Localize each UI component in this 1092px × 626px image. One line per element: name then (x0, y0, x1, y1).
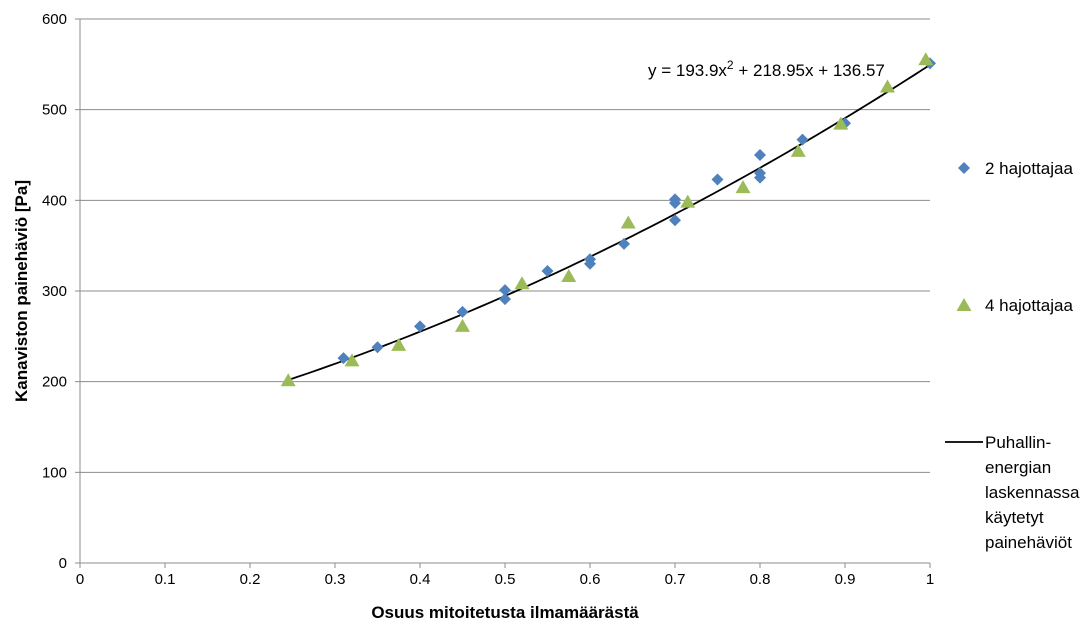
y-tick-label: 600 (42, 11, 67, 28)
data-point-diamond (541, 265, 554, 278)
x-tick-label: 0.1 (155, 571, 176, 588)
legend-triangle-marker (956, 298, 972, 311)
data-point-diamond (754, 171, 766, 184)
legend-item-4-hajottajaa: 4 hajottajaa (956, 296, 1073, 315)
x-tick-label: 0.4 (410, 571, 431, 588)
data-point-triangle (680, 194, 696, 208)
data-point-triangle (455, 318, 470, 332)
equation-prefix: y = 193.9x (648, 61, 727, 80)
x-tick-label: 0.8 (750, 571, 771, 588)
legend-label-line-2: energian (985, 458, 1051, 477)
data-point-triangle (344, 353, 360, 367)
data-point-diamond (414, 320, 426, 333)
y-tick-labels: 0 100 200 300 400 500 600 (42, 11, 67, 572)
x-tick-label: 0.5 (495, 571, 516, 588)
data-point-triangle (280, 373, 296, 387)
y-tick-label: 100 (42, 464, 67, 481)
y-tick-label: 0 (59, 555, 67, 572)
legend-label-line-3: laskennassa (985, 483, 1080, 502)
x-tick-label: 0.9 (835, 571, 856, 588)
data-point-diamond (456, 305, 469, 318)
legend-item-trendline: Puhallin- energian laskennassa käytetyt … (945, 433, 1080, 552)
series-4-hajottajaa (280, 52, 934, 387)
equation-exponent: 2 (727, 58, 734, 72)
x-tick-label: 0.6 (580, 571, 601, 588)
y-tick-label: 300 (42, 283, 67, 300)
data-point-diamond (337, 352, 350, 365)
y-axis-title: Kanaviston painehäviö [Pa] (12, 180, 31, 402)
axes (75, 18, 931, 568)
trendline-equation: y = 193.9x2 + 218.95x + 136.57 (648, 58, 885, 80)
data-point-triangle (620, 215, 636, 229)
data-point-diamond (669, 214, 681, 227)
x-tick-labels: 0 0.1 0.2 0.3 0.4 0.5 0.6 0.7 0.8 0.9 1 (76, 571, 934, 588)
legend-label-line-4: käytetyt (985, 508, 1044, 527)
data-point-diamond (499, 293, 511, 306)
y-tick-label: 200 (42, 374, 67, 391)
data-point-triangle (790, 143, 806, 157)
x-tick-label: 1 (926, 571, 934, 588)
x-tick-label: 0.3 (325, 571, 346, 588)
data-point-diamond (669, 197, 681, 210)
y-tick-label: 500 (42, 102, 67, 119)
data-point-diamond (371, 341, 384, 354)
legend-item-2-hajottajaa: 2 hajottajaa (958, 159, 1073, 178)
data-point-diamond (796, 133, 809, 146)
legend-diamond-marker (958, 162, 970, 174)
data-point-triangle (833, 116, 849, 130)
data-point-diamond (584, 257, 596, 270)
x-tick-label: 0.7 (665, 571, 686, 588)
data-point-diamond (618, 237, 630, 250)
x-tick-label: 0 (76, 571, 84, 588)
data-point-diamond (754, 149, 766, 161)
legend-label-line-1: Puhallin- (985, 433, 1051, 452)
data-point-triangle (918, 52, 934, 66)
data-point-triangle (514, 276, 530, 290)
legend-label-line-5: painehäviöt (985, 533, 1072, 552)
grid-lines (80, 18, 930, 473)
x-tick-label: 0.2 (240, 571, 261, 588)
data-point-diamond (499, 284, 511, 297)
trendline (287, 64, 931, 381)
data-point-triangle (880, 79, 895, 93)
y-tick-label: 400 (42, 192, 67, 209)
data-point-diamond (711, 173, 724, 186)
legend-label-2-hajottajaa: 2 hajottajaa (985, 159, 1073, 178)
data-point-triangle (735, 180, 751, 194)
legend: 2 hajottajaa 4 hajottajaa Puhallin- ener… (945, 159, 1080, 552)
equation-suffix: + 218.95x + 136.57 (734, 61, 885, 80)
series-2-hajottajaa (337, 57, 936, 365)
data-point-triangle (391, 337, 407, 351)
legend-label-4-hajottajaa: 4 hajottajaa (985, 296, 1073, 315)
x-axis-title: Osuus mitoitetusta ilmamäärästä (371, 603, 639, 622)
data-point-triangle (561, 268, 577, 282)
